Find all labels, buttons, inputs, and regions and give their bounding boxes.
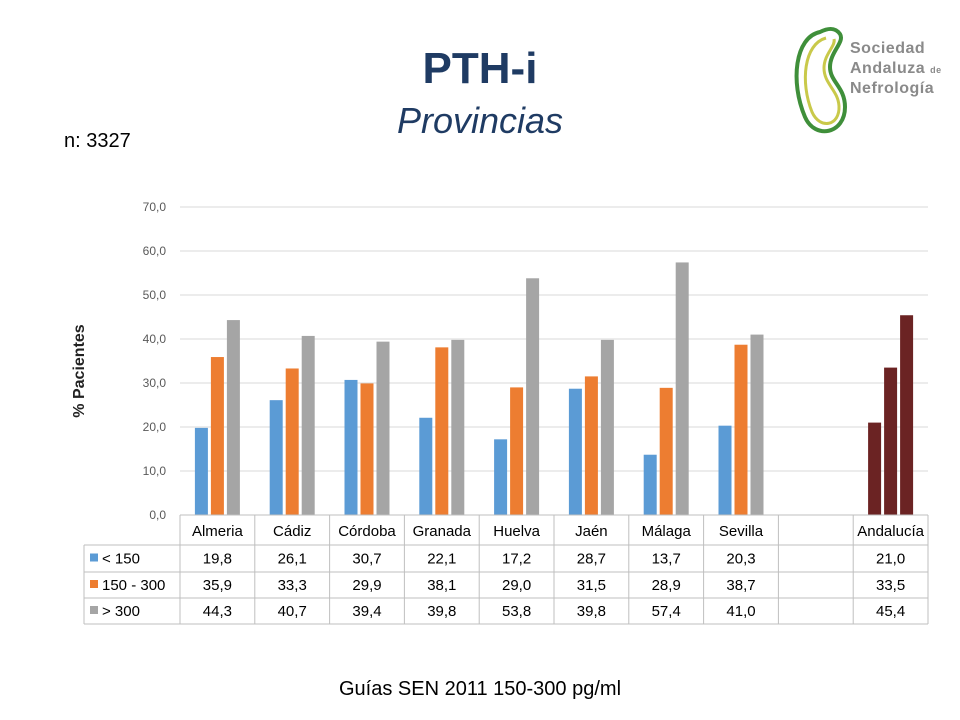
data-label: 29,9	[352, 577, 381, 594]
category-label: Sevilla	[719, 523, 764, 540]
data-label: 38,7	[726, 577, 755, 594]
bar	[584, 376, 598, 515]
bar	[868, 422, 882, 515]
category-label: Granada	[413, 523, 472, 540]
category-label: Cádiz	[273, 523, 311, 540]
category-label: Almeria	[192, 523, 244, 540]
data-label: 33,3	[278, 577, 307, 594]
logo-text-line2: Andaluza	[850, 60, 926, 77]
y-tick-label: 40,0	[143, 332, 167, 346]
logo-text-line3: Nefrología	[850, 80, 935, 97]
bar	[600, 339, 614, 515]
y-tick-label: 20,0	[143, 420, 167, 434]
logo-emblem-icon	[794, 26, 848, 134]
bar	[510, 387, 524, 515]
y-axis-label: % Pacientes	[71, 324, 88, 417]
bar	[376, 341, 390, 515]
data-label: 39,4	[352, 603, 381, 620]
y-tick-label: 70,0	[143, 200, 167, 214]
legend-label: 150 - 300	[102, 577, 165, 594]
bar	[344, 379, 358, 515]
bar	[494, 439, 508, 515]
legend-label: > 300	[102, 603, 140, 620]
bar	[900, 315, 914, 515]
data-label: 13,7	[652, 551, 681, 568]
bar	[750, 334, 764, 515]
bar	[210, 357, 224, 515]
bar	[301, 335, 315, 515]
legend-label: < 150	[102, 551, 140, 568]
data-label: 39,8	[577, 603, 606, 620]
legend-swatch	[90, 606, 98, 614]
data-label: 53,8	[502, 603, 531, 620]
data-label: 44,3	[203, 603, 232, 620]
data-label: 22,1	[427, 551, 456, 568]
category-label: Jaén	[575, 523, 608, 540]
data-label: 28,7	[577, 551, 606, 568]
legend-swatch	[90, 580, 98, 588]
data-label: 17,2	[502, 551, 531, 568]
data-label: 28,9	[652, 577, 681, 594]
bar	[675, 262, 689, 515]
data-label: 29,0	[502, 577, 531, 594]
sociedad-andaluza-nefrologia-logo: Sociedad Andaluza de Nefrología	[790, 22, 950, 142]
bar	[718, 425, 732, 515]
footer-note: Guías SEN 2011 150-300 pg/ml	[338, 678, 622, 700]
y-tick-label: 10,0	[143, 464, 167, 478]
y-tick-label: 50,0	[143, 288, 167, 302]
page-subtitle: Provincias	[396, 100, 564, 141]
y-tick-label: 60,0	[143, 244, 167, 258]
y-tick-label: 0,0	[149, 508, 166, 522]
bar	[226, 320, 240, 515]
data-label: 35,9	[203, 577, 232, 594]
data-label: 26,1	[278, 551, 307, 568]
data-label: 33,5	[876, 577, 905, 594]
bar	[285, 368, 299, 515]
bar	[419, 417, 433, 515]
data-label: 20,3	[726, 551, 755, 568]
bar	[194, 427, 208, 515]
category-label: Huelva	[493, 523, 540, 540]
bar	[734, 344, 748, 515]
page-title: PTH-i	[422, 44, 538, 93]
category-label: Málaga	[642, 523, 692, 540]
data-label: 30,7	[352, 551, 381, 568]
bar	[884, 367, 898, 515]
data-label: 31,5	[577, 577, 606, 594]
bar	[360, 383, 374, 515]
data-label: 45,4	[876, 603, 905, 620]
category-label: Andalucía	[857, 523, 924, 540]
bar	[568, 388, 582, 515]
data-label: 40,7	[278, 603, 307, 620]
bar	[526, 278, 540, 515]
legend-swatch	[90, 553, 98, 562]
bar	[643, 454, 657, 515]
logo-text-line1: Sociedad	[850, 40, 926, 57]
category-label: Córdoba	[338, 523, 396, 540]
data-label: 38,1	[427, 577, 456, 594]
data-label: 19,8	[203, 551, 232, 568]
data-label: 57,4	[652, 603, 681, 620]
bar	[435, 347, 449, 515]
data-label: 41,0	[726, 603, 755, 620]
sample-size-label: n: 3327	[64, 130, 131, 152]
data-label: 39,8	[427, 603, 456, 620]
bar	[451, 339, 465, 515]
y-tick-label: 30,0	[143, 376, 167, 390]
bar	[269, 400, 283, 515]
logo-text-de: de	[930, 65, 942, 75]
data-label: 21,0	[876, 551, 905, 568]
bar	[659, 387, 673, 515]
